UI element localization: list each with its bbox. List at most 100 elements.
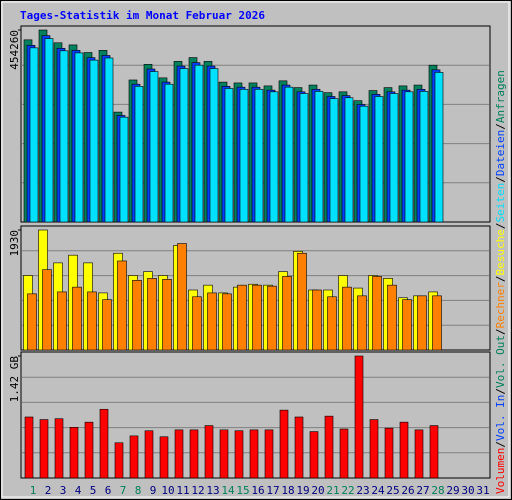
bar (134, 86, 144, 223)
x-tick-label: 9 (150, 484, 157, 497)
bar (389, 93, 399, 223)
bar (104, 57, 114, 223)
bar (239, 88, 249, 223)
bar (249, 429, 259, 479)
bar (129, 435, 139, 479)
bar (299, 93, 309, 223)
x-tick-label: 19 (296, 484, 309, 497)
bar (237, 284, 247, 351)
bar (144, 430, 154, 479)
legend-separator: / (494, 388, 507, 395)
bar (254, 88, 264, 223)
x-tick-label: 11 (176, 484, 189, 497)
bar (57, 291, 67, 351)
bar (314, 91, 324, 223)
x-tick-label: 24 (371, 484, 385, 497)
bar (414, 429, 424, 479)
bar (132, 280, 142, 351)
bar (282, 276, 292, 351)
legend-entry: Volumen (494, 448, 507, 494)
bar (147, 278, 157, 351)
bar (309, 431, 319, 479)
bar (344, 97, 354, 223)
legend-separator: / (494, 441, 507, 448)
bar (162, 279, 172, 351)
bar (87, 291, 97, 351)
x-tick-label: 25 (386, 484, 399, 497)
bar (297, 252, 307, 351)
bar (357, 295, 367, 351)
bar (419, 91, 429, 223)
bar (294, 416, 304, 479)
legend-separator: / (494, 222, 507, 229)
bar (119, 116, 129, 223)
bar (234, 430, 244, 479)
bar (102, 299, 112, 351)
y-tick-label: 1.42 GB (8, 356, 21, 403)
bar (204, 425, 214, 479)
legend-separator: / (494, 123, 507, 130)
bar (404, 91, 414, 223)
x-tick-label: 16 (251, 484, 264, 497)
bar (252, 284, 262, 351)
x-tick-label: 5 (90, 484, 97, 497)
bar (179, 68, 189, 223)
x-tick-label: 14 (221, 484, 235, 497)
x-tick-label: 8 (135, 484, 142, 497)
bar (402, 299, 412, 351)
bar (384, 427, 394, 479)
bar (372, 276, 382, 351)
bar (374, 96, 384, 223)
bar (342, 286, 352, 351)
bar (359, 105, 369, 223)
bar (194, 64, 204, 223)
bar (99, 408, 109, 479)
bar (327, 296, 337, 351)
bar (159, 436, 169, 479)
bar (399, 421, 409, 479)
bar (269, 91, 279, 223)
bar (24, 416, 34, 479)
bar (74, 52, 84, 223)
x-tick-label: 30 (461, 484, 474, 497)
x-tick-label: 22 (341, 484, 354, 497)
legend: Volumen/Vol. In/Vol. Out/Rechner/Besuche… (494, 70, 507, 494)
x-tick-label: 1 (30, 484, 37, 497)
bar (432, 295, 442, 351)
chart-title: Tages-Statistik im Monat Februar 2026 (20, 9, 265, 22)
x-tick-label: 29 (446, 484, 459, 497)
bar (54, 418, 64, 479)
y-tick-label: 454260 (8, 30, 21, 70)
x-tick-label: 12 (191, 484, 204, 497)
legend-separator: / (494, 176, 507, 183)
bar (59, 50, 69, 223)
bar (174, 429, 184, 479)
x-tick-label: 21 (326, 484, 339, 497)
x-tick-label: 28 (431, 484, 444, 497)
x-tick-label: 26 (401, 484, 414, 497)
legend-entry: Dateien (494, 130, 507, 176)
bar (42, 269, 52, 351)
bar (149, 71, 159, 223)
x-tick-label: 10 (161, 484, 174, 497)
x-tick-label: 23 (356, 484, 369, 497)
x-tick-label: 6 (105, 484, 112, 497)
bar (284, 86, 294, 223)
bar (434, 72, 444, 223)
bar (89, 59, 99, 223)
legend-entry: Rechner (494, 282, 507, 329)
bar (429, 425, 439, 479)
x-tick-label: 3 (60, 484, 67, 497)
bar (44, 38, 54, 223)
bar (369, 419, 379, 479)
x-tick-label: 27 (416, 484, 429, 497)
bar (164, 83, 174, 223)
x-tick-label: 7 (120, 484, 127, 497)
bar (29, 47, 39, 223)
x-tick-label: 4 (75, 484, 82, 497)
bar (312, 289, 322, 351)
x-tick-label: 20 (311, 484, 324, 497)
bar (84, 421, 94, 479)
